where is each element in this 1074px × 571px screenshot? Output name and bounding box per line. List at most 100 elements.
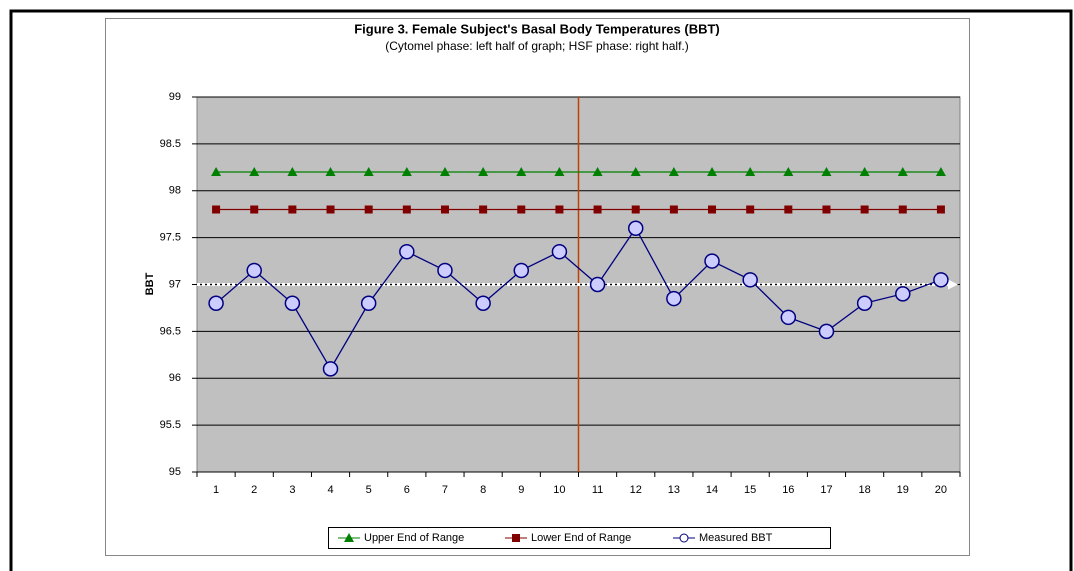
x-tick-label: 17 <box>820 484 832 496</box>
marker <box>746 205 755 214</box>
x-tick-label: 5 <box>366 484 372 496</box>
marker <box>708 205 717 214</box>
marker <box>668 167 679 176</box>
marker <box>818 323 835 340</box>
marker <box>742 272 758 288</box>
marker <box>860 205 869 214</box>
y-tick-label: 99 <box>169 91 181 103</box>
marker <box>822 205 831 214</box>
marker <box>551 243 568 260</box>
marker <box>401 167 412 176</box>
marker <box>669 205 678 214</box>
marker <box>287 167 298 176</box>
marker <box>707 167 718 176</box>
marker <box>517 205 526 214</box>
marker <box>326 205 335 214</box>
marker <box>325 167 336 176</box>
y-axis-label: BBT <box>144 272 156 295</box>
marker <box>512 534 520 542</box>
marker <box>631 205 640 214</box>
x-tick-label: 8 <box>480 484 486 496</box>
marker <box>592 167 603 176</box>
marker <box>783 167 794 176</box>
marker <box>513 262 530 279</box>
x-tick-label: 4 <box>327 484 333 496</box>
marker <box>898 205 907 214</box>
legend-marker <box>679 533 689 543</box>
marker <box>363 167 374 176</box>
y-tick-label: 98.5 <box>160 138 181 150</box>
marker <box>589 276 606 293</box>
marker <box>859 167 870 176</box>
marker <box>288 205 297 214</box>
x-tick-label: 10 <box>553 484 565 496</box>
marker <box>780 309 797 326</box>
marker <box>666 290 682 307</box>
marker <box>208 295 224 311</box>
legend <box>328 527 831 549</box>
x-tick-label: 18 <box>859 484 871 496</box>
marker <box>745 167 756 176</box>
marker <box>399 243 415 260</box>
x-tick-label: 15 <box>744 484 756 496</box>
marker <box>249 167 260 176</box>
marker <box>593 205 602 214</box>
marker <box>555 205 564 214</box>
x-tick-label: 7 <box>442 484 448 496</box>
marker <box>360 295 377 311</box>
marker <box>821 167 832 176</box>
x-tick-label: 14 <box>706 484 718 496</box>
marker <box>935 167 946 176</box>
marker <box>284 295 301 311</box>
chart-title: Figure 3. Female Subject's Basal Body Te… <box>354 21 720 36</box>
x-tick-label: 2 <box>251 484 257 496</box>
marker <box>322 361 339 377</box>
x-tick-label: 19 <box>897 484 909 496</box>
marker <box>475 295 491 311</box>
marker <box>211 167 222 176</box>
marker <box>440 205 449 214</box>
x-tick-label: 1 <box>213 484 219 496</box>
y-tick-label: 95.5 <box>160 419 181 431</box>
x-tick-label: 9 <box>518 484 524 496</box>
marker <box>344 533 354 542</box>
y-tick-label: 96 <box>169 372 181 384</box>
marker <box>246 262 262 279</box>
legend-label: Measured BBT <box>699 532 773 544</box>
marker <box>704 253 720 269</box>
marker <box>897 167 908 176</box>
marker <box>936 205 945 214</box>
legend-label: Lower End of Range <box>531 532 631 544</box>
marker <box>627 220 644 236</box>
marker <box>439 167 450 176</box>
y-tick-label: 96.5 <box>160 325 181 337</box>
marker <box>212 205 221 214</box>
marker <box>516 167 527 176</box>
y-tick-label: 97 <box>169 278 181 290</box>
x-tick-label: 12 <box>630 484 642 496</box>
marker <box>933 272 949 288</box>
x-tick-label: 16 <box>782 484 794 496</box>
reference-arrow <box>948 279 958 290</box>
marker <box>630 167 641 176</box>
y-tick-label: 95 <box>169 466 181 478</box>
x-tick-label: 6 <box>404 484 410 496</box>
marker <box>437 262 453 279</box>
x-tick-label: 11 <box>592 484 603 496</box>
chart-subtitle: (Cytomel phase: left half of graph; HSF … <box>385 39 688 53</box>
marker <box>856 295 873 311</box>
legend-label: Upper End of Range <box>364 532 464 544</box>
marker <box>364 205 373 214</box>
marker <box>478 167 489 176</box>
marker <box>479 205 488 214</box>
y-tick-label: 97.5 <box>160 232 181 244</box>
frame <box>9 9 1073 571</box>
marker <box>402 205 411 214</box>
marker <box>554 167 565 176</box>
x-tick-label: 20 <box>935 484 947 496</box>
y-tick-label: 98 <box>169 185 181 197</box>
marker <box>895 286 911 302</box>
x-tick-label: 3 <box>289 484 295 496</box>
